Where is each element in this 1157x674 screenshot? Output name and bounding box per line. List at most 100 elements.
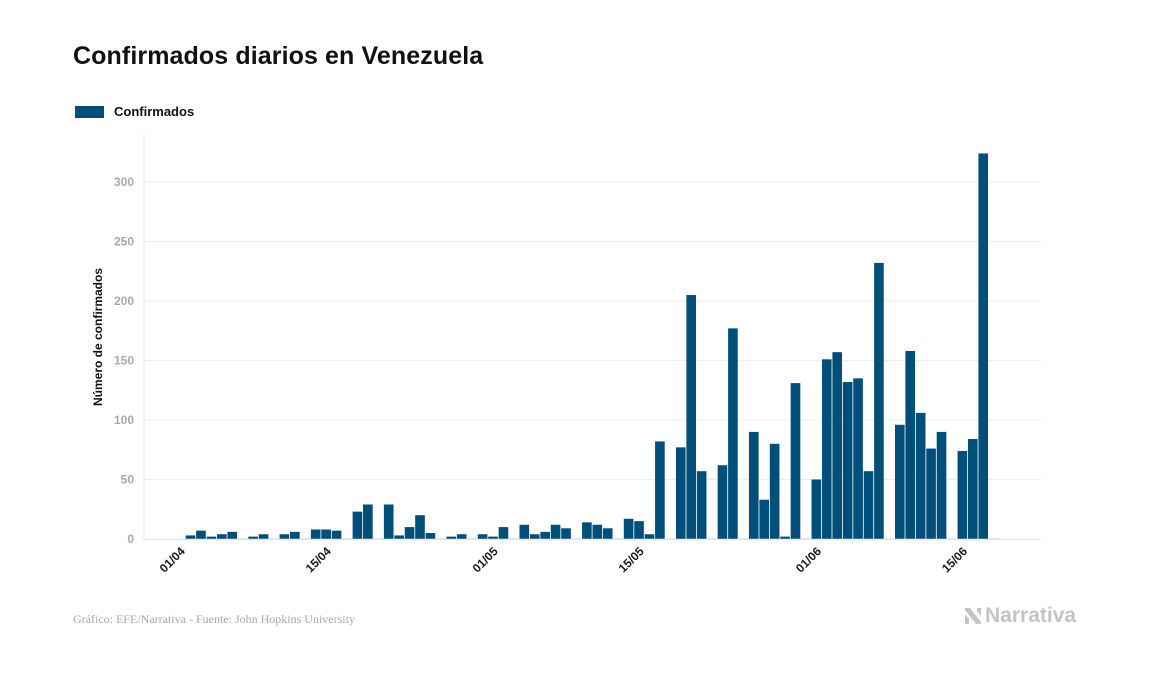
bar xyxy=(363,504,373,539)
bar xyxy=(801,538,811,539)
bar xyxy=(905,350,916,539)
bar xyxy=(675,447,686,539)
bar xyxy=(634,521,644,539)
bar xyxy=(884,538,895,539)
y-tick-label: 50 xyxy=(121,473,135,487)
bar xyxy=(227,531,238,539)
bar xyxy=(248,536,258,539)
bar xyxy=(894,424,905,539)
x-tick-label: 01/06 xyxy=(793,544,824,575)
x-axis-ticks: 01/04 15/04 01/05 15/05 01/06 15/06 xyxy=(157,544,971,575)
bar xyxy=(947,538,957,539)
bar xyxy=(290,531,300,539)
bar xyxy=(488,536,498,539)
bar xyxy=(915,412,926,539)
bar xyxy=(665,538,676,539)
bar xyxy=(310,529,321,539)
bar xyxy=(623,518,634,539)
bar xyxy=(978,153,989,539)
bar xyxy=(331,530,342,539)
y-tick-label: 200 xyxy=(114,294,134,308)
bar xyxy=(519,524,530,539)
legend-swatch xyxy=(75,105,104,118)
bar xyxy=(342,538,352,539)
y-axis-ticks: 0 50 100 150 200 250 300 xyxy=(114,175,134,546)
bar xyxy=(529,534,540,539)
bar xyxy=(279,534,290,539)
legend: Confirmados xyxy=(75,104,194,119)
brand-name: Narrativa xyxy=(985,604,1077,627)
bar xyxy=(988,538,999,539)
bar xyxy=(456,534,467,539)
bar xyxy=(853,378,863,539)
bar xyxy=(644,534,655,539)
bar xyxy=(832,352,843,539)
y-tick-label: 0 xyxy=(127,532,134,546)
bar xyxy=(602,528,613,539)
bar xyxy=(728,328,738,539)
y-tick-label: 250 xyxy=(114,235,134,249)
bar xyxy=(655,441,665,539)
bar xyxy=(967,439,978,539)
gridlines xyxy=(144,181,1041,480)
bar xyxy=(383,504,394,539)
bar xyxy=(477,534,488,539)
bar xyxy=(509,538,519,539)
y-axis-label: Número de confirmados xyxy=(91,268,105,406)
bar xyxy=(790,383,801,539)
bar xyxy=(811,479,822,539)
x-tick-label: 15/05 xyxy=(616,544,647,575)
bar xyxy=(748,431,759,539)
y-tick-label: 100 xyxy=(114,413,134,427)
bar xyxy=(258,534,269,539)
bar xyxy=(196,530,206,539)
bar xyxy=(613,538,623,539)
bar xyxy=(738,538,749,539)
bar xyxy=(936,431,947,539)
x-tick-label: 15/04 xyxy=(303,544,334,575)
bar xyxy=(185,535,196,539)
bar xyxy=(415,515,425,539)
chart-title: Confirmados diarios en Venezuela xyxy=(73,42,484,70)
x-tick-label: 01/05 xyxy=(470,544,501,575)
bar xyxy=(842,381,853,539)
bars xyxy=(185,153,999,539)
bar xyxy=(300,538,311,539)
bar xyxy=(446,536,457,539)
bar xyxy=(550,524,561,539)
bar xyxy=(926,448,936,539)
y-tick-label: 150 xyxy=(114,354,134,368)
bar xyxy=(373,538,384,539)
bar xyxy=(321,529,331,539)
bar xyxy=(957,450,968,539)
bar xyxy=(498,527,509,539)
bar xyxy=(863,471,874,539)
bar xyxy=(717,465,728,539)
x-tick-label: 15/06 xyxy=(939,544,970,575)
bar xyxy=(769,443,780,539)
bar xyxy=(269,538,279,539)
bar xyxy=(540,531,550,539)
legend-label: Confirmados xyxy=(114,104,195,119)
narrativa-logo-icon xyxy=(965,608,981,624)
source-credit: Gráfico: EFE/Narrativa - Fuente: John Ho… xyxy=(73,612,355,626)
bar xyxy=(206,536,217,539)
bar xyxy=(217,534,227,539)
bar xyxy=(404,527,415,539)
bar xyxy=(436,538,446,539)
bar xyxy=(352,511,363,539)
bar xyxy=(759,499,770,539)
bar xyxy=(821,359,832,539)
bar xyxy=(707,538,717,539)
bar xyxy=(425,533,436,539)
bar xyxy=(874,262,884,539)
bar xyxy=(686,295,697,539)
bar xyxy=(394,535,404,539)
bar xyxy=(582,522,592,539)
bar xyxy=(467,538,477,539)
bar xyxy=(592,524,603,539)
y-tick-label: 300 xyxy=(114,175,134,189)
bar xyxy=(561,528,571,539)
bar xyxy=(571,538,582,539)
